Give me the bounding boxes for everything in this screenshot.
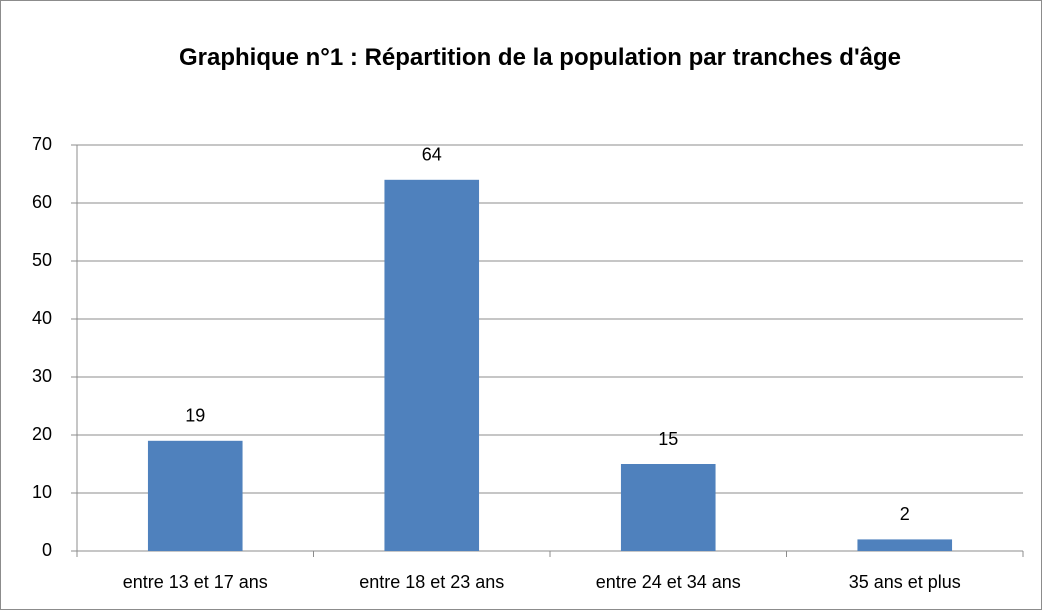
bar <box>147 440 243 551</box>
bar <box>857 539 953 551</box>
y-tick-label: 30 <box>32 366 52 386</box>
y-tick-label: 60 <box>32 192 52 212</box>
y-tick-label: 10 <box>32 482 52 502</box>
data-label: 2 <box>900 504 910 524</box>
x-tick-label: 35 ans et plus <box>849 572 961 592</box>
x-tick-label: entre 24 et 34 ans <box>596 572 741 592</box>
data-label: 64 <box>422 145 442 165</box>
y-tick-label: 70 <box>32 134 52 154</box>
y-tick-label: 40 <box>32 308 52 328</box>
bar <box>384 179 480 552</box>
chart-title: Graphique n°1 : Répartition de la popula… <box>178 44 902 71</box>
data-label: 15 <box>658 429 678 449</box>
x-tick-label: entre 18 et 23 ans <box>359 572 504 592</box>
y-tick-label: 20 <box>32 424 52 444</box>
bar <box>620 464 716 551</box>
data-label: 19 <box>185 406 205 426</box>
y-tick-label: 50 <box>32 250 52 270</box>
y-tick-label: 0 <box>42 540 52 560</box>
x-tick-label: entre 13 et 17 ans <box>123 572 268 592</box>
